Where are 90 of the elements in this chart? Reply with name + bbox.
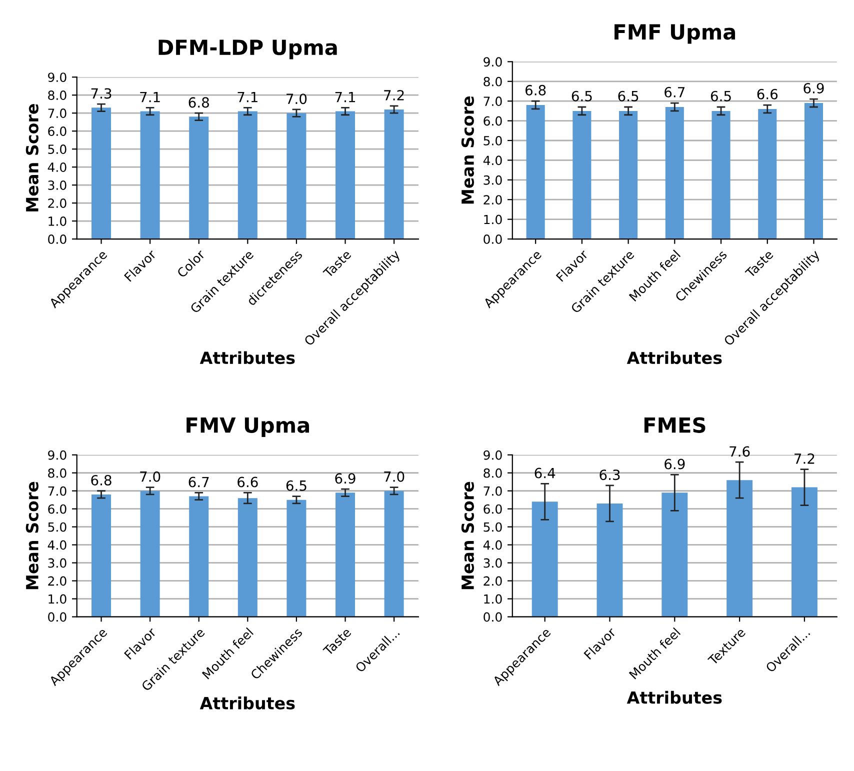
x-axis-title: Attributes — [200, 696, 295, 710]
y-axis-title: Mean Score — [461, 482, 474, 590]
y-tick-label: 3.0 — [48, 558, 66, 568]
y-tick-label: 1.0 — [484, 214, 502, 224]
data-label: 6.8 — [188, 97, 209, 108]
bar — [662, 492, 688, 617]
data-label: 6.5 — [572, 90, 592, 102]
x-axis-title: Attributes — [626, 690, 722, 704]
y-tick-label: 2.0 — [484, 195, 502, 205]
y-axis-title: Mean Score — [461, 96, 474, 204]
data-label: 6.3 — [600, 470, 620, 480]
data-label: 6.4 — [534, 468, 556, 478]
y-tick-label: 6.0 — [484, 504, 502, 514]
y-tick-label: 9.0 — [484, 450, 502, 460]
y-tick-label: 2.0 — [48, 198, 66, 208]
y-tick-label: 5.0 — [484, 136, 502, 146]
y-tick-label: 3.0 — [48, 180, 66, 190]
data-label: 7.0 — [286, 94, 307, 104]
data-label: 7.1 — [140, 92, 160, 102]
bar — [286, 500, 306, 617]
y-tick-label: 3.0 — [484, 558, 502, 568]
y-tick-label: 4.0 — [48, 540, 66, 550]
y-tick-label: 9.0 — [48, 450, 66, 460]
data-label: 6.7 — [664, 86, 685, 98]
chart-title: FMV Upma — [186, 417, 309, 437]
y-tick-label: 3.0 — [484, 175, 502, 185]
data-label: 6.8 — [91, 474, 112, 486]
y-tick-label: 7.0 — [484, 486, 502, 496]
y-tick-label: 9.0 — [484, 57, 502, 67]
data-label: 6.9 — [664, 458, 685, 470]
y-axis-title: Mean Score — [26, 104, 38, 212]
y-tick-label: 0.0 — [48, 234, 66, 244]
y-tick-label: 0.0 — [48, 612, 66, 622]
data-label: 7.0 — [140, 471, 160, 482]
data-label: 7.1 — [335, 92, 356, 102]
y-tick-label: 8.0 — [48, 468, 66, 478]
y-tick-label: 0.0 — [484, 234, 502, 244]
bar — [791, 487, 818, 617]
data-label: 7.6 — [730, 446, 750, 457]
chart-title: FMES — [644, 417, 706, 433]
y-tick-label: 6.0 — [484, 116, 502, 126]
bar — [140, 490, 160, 617]
x-axis-title: Attributes — [200, 351, 295, 364]
y-tick-label: 2.0 — [48, 576, 66, 586]
y-tick-label: 1.0 — [484, 594, 502, 604]
data-label: 6.6 — [757, 88, 778, 100]
y-tick-label: 0.0 — [484, 612, 502, 622]
bar — [189, 496, 209, 617]
chart-title: FMF Upma — [614, 24, 736, 44]
y-tick-label: 4.0 — [483, 540, 502, 550]
y-tick-label: 8.0 — [48, 90, 66, 100]
bar — [532, 502, 558, 617]
y-tick-label: 1.0 — [48, 594, 66, 604]
bar — [238, 498, 258, 617]
y-tick-label: 4.0 — [48, 162, 66, 172]
y-tick-label: 7.0 — [48, 486, 66, 496]
y-tick-label: 6.0 — [48, 126, 66, 136]
y-tick-label: 7.0 — [484, 96, 502, 106]
y-tick-label: 8.0 — [484, 76, 502, 86]
y-axis-title: Mean Score — [26, 482, 38, 590]
y-tick-label: 5.0 — [484, 522, 502, 532]
data-label: 6.9 — [335, 473, 356, 484]
y-tick-label: 1.0 — [48, 216, 66, 226]
data-label: 6.6 — [238, 476, 258, 488]
y-tick-label: 4.0 — [483, 156, 502, 166]
data-label: 6.5 — [710, 90, 731, 102]
data-label: 6.7 — [188, 476, 209, 488]
data-label: 7.1 — [238, 92, 258, 102]
y-tick-label: 2.0 — [484, 576, 502, 586]
bar — [384, 490, 404, 617]
bar — [336, 492, 356, 617]
data-label: 6.5 — [618, 90, 638, 102]
y-tick-label: 5.0 — [48, 144, 66, 154]
x-axis-title: Attributes — [626, 351, 722, 364]
data-label: 7.3 — [91, 88, 112, 99]
y-tick-label: 5.0 — [48, 522, 66, 532]
bar — [726, 480, 753, 617]
y-tick-label: 9.0 — [48, 72, 66, 82]
y-tick-label: 6.0 — [48, 504, 66, 514]
data-label: 6.9 — [804, 82, 824, 94]
bar — [92, 494, 112, 617]
data-label: 7.2 — [794, 453, 814, 464]
data-label: 6.5 — [286, 480, 306, 491]
data-label: 6.8 — [526, 84, 546, 96]
y-tick-label: 8.0 — [484, 468, 502, 478]
chart-title: DFM-LDP Upma — [158, 40, 337, 60]
bar — [596, 503, 623, 617]
y-tick-label: 7.0 — [48, 108, 66, 118]
data-label: 7.2 — [384, 90, 404, 100]
data-label: 7.0 — [384, 471, 404, 482]
